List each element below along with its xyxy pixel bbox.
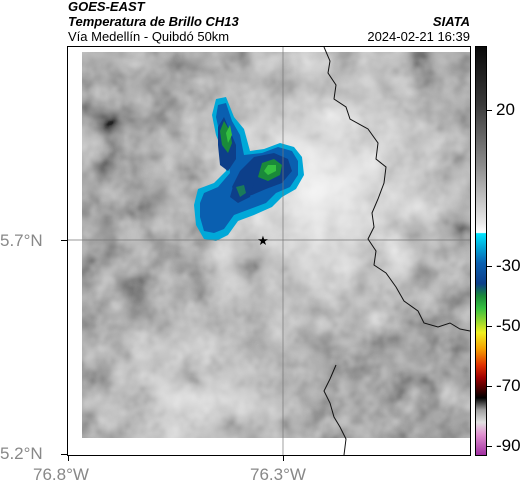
colorbar-tick bbox=[487, 446, 492, 447]
lon-tick bbox=[68, 455, 69, 461]
colorbar-tick bbox=[487, 110, 492, 111]
cold-cloud-region bbox=[194, 97, 304, 241]
lon-tick bbox=[283, 455, 284, 461]
satellite-title: GOES-EAST bbox=[68, 0, 145, 14]
lat-tick bbox=[61, 240, 67, 241]
lon-label: 76.3°W bbox=[250, 465, 306, 484]
colorbar-label: -50 bbox=[496, 316, 521, 335]
colorbar-tick bbox=[487, 386, 492, 387]
lat-label: 5.7°N bbox=[0, 231, 43, 250]
boundary-line-south bbox=[323, 364, 347, 455]
colorbar-label: 20 bbox=[496, 100, 515, 119]
organization-label: SIATA bbox=[432, 14, 470, 29]
boundary-line bbox=[323, 47, 470, 332]
colorbar-tick bbox=[487, 266, 492, 267]
colorbar-tick bbox=[487, 326, 492, 327]
map-panel[interactable]: ★ bbox=[67, 46, 471, 456]
lat-tick bbox=[61, 454, 67, 455]
product-title: Temperatura de Brillo CH13 bbox=[68, 14, 239, 29]
brightness-temperature-map: ★ bbox=[68, 47, 470, 455]
region-subtitle: Vía Medellín - Quibdó 50km bbox=[68, 29, 230, 44]
star-icon: ★ bbox=[257, 234, 269, 249]
lon-label: 76.8°W bbox=[33, 465, 89, 484]
colorbar-label: -30 bbox=[496, 256, 521, 275]
colorbar-label: -90 bbox=[496, 436, 521, 455]
lat-label: 5.2°N bbox=[0, 444, 43, 463]
timestamp-label: 2024-02-21 16:39 bbox=[367, 29, 470, 44]
colorbar bbox=[475, 46, 487, 456]
colorbar-label: -70 bbox=[496, 376, 521, 395]
